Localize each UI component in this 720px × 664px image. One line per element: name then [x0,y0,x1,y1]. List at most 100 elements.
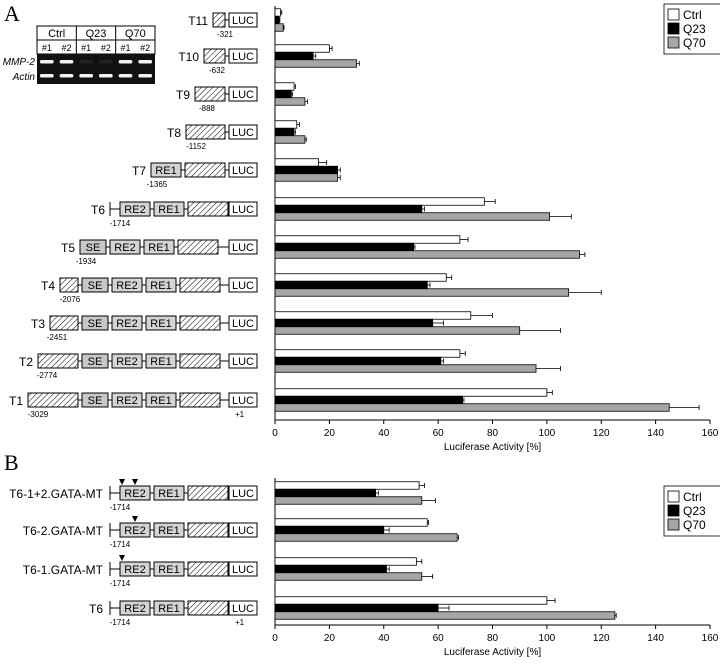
luc-element-label: LUC [232,280,254,292]
bar-q70 [274,173,338,182]
mutation-arrow [132,479,138,485]
x-tick-label: 20 [324,428,336,439]
construct-name: T4 [41,279,55,293]
re2-element-label: RE2 [124,525,145,537]
x-tick-label: 60 [433,428,445,439]
bar-q70 [274,59,357,68]
position-label: -1714 [110,503,131,512]
re1-element-label: RE1 [148,242,169,254]
construct-name: T5 [61,241,75,255]
position-label: -3029 [28,410,49,419]
hatched-region [212,12,226,28]
re1-element-label: RE1 [150,395,171,407]
legend-label: Q70 [683,36,706,50]
gel-band-mmp2 [99,60,113,64]
construct-name: T1 [9,394,23,408]
construct-name: T2 [19,355,33,369]
bar-ctrl [274,273,447,282]
hatched-region [177,239,219,255]
bar-q23 [274,165,338,175]
x-tick-label: 120 [593,428,610,439]
luc-element-label: LUC [232,395,254,407]
legend-label: Q23 [683,22,706,36]
legend-swatch-ctrl [667,490,680,503]
gel-band-actin [138,74,152,78]
panel-letter: B [4,450,19,475]
luc-element-label: LUC [232,318,254,330]
re1-element-label: RE1 [158,204,179,216]
legend-label: Q23 [683,504,706,518]
bar-ctrl [274,120,298,129]
bar-ctrl [274,349,461,358]
gel-image: Ctrl Q23 Q70 #1 #2 #1 #2 #1 #2 MMP-2 Actin [3,25,156,84]
bar-q70 [274,364,537,373]
bar-ctrl [274,44,330,53]
luc-element-label: LUC [232,127,254,139]
plus-one-label: +1 [235,618,245,627]
gel-background [37,54,155,84]
construct-name: T11 [188,14,208,28]
bar-q70 [274,250,580,259]
hatched-region [179,315,221,331]
hatched-region [187,485,229,501]
bar-ctrl [274,481,420,490]
se-element-label: SE [88,356,103,368]
legend-label: Ctrl [683,490,702,504]
luc-element-label: LUC [232,356,254,368]
hatched-region [185,124,226,140]
hatched-region [187,600,229,616]
bar-ctrl [274,8,281,17]
re1-element-label: RE1 [155,165,176,177]
bar-q70 [274,97,306,106]
x-tick-label: 160 [702,428,719,439]
gel-lane-label: #2 [61,43,71,53]
bar-q70 [274,288,570,297]
bar-q23 [274,51,314,61]
hatched-region [194,86,226,102]
hatched-region [37,353,79,369]
luc-element-label: LUC [232,89,254,101]
hatched-region [187,201,229,217]
luc-element-label: LUC [232,564,254,576]
x-axis-label: Luciferase Activity [%] [444,647,541,658]
construct-name: T8 [167,126,181,140]
x-tick-label: 140 [647,428,664,439]
bar-q70 [274,572,423,581]
position-label: -1365 [147,180,168,189]
hatched-region [187,522,229,538]
x-tick-label: 80 [487,428,499,439]
x-tick-label: 0 [272,633,278,644]
luc-element [228,124,258,140]
re1-element-label: RE1 [150,356,171,368]
luc-element [228,485,258,501]
hatched-region [27,392,79,408]
gel-group-label: Q23 [86,28,107,40]
re1-element-label: RE1 [158,603,179,615]
bar-ctrl [274,518,428,527]
panel-a: A 0 20 40 60 80 100 120 140 160 Luciferase Activit… [4,1,720,453]
mutation-arrow [119,555,125,561]
re2-element-label: RE2 [116,318,137,330]
bar-ctrl [274,557,417,566]
plus-one-label: +1 [235,410,245,419]
x-tick-label: 20 [324,633,336,644]
bar-q70 [274,326,521,335]
position-label: -1152 [186,142,206,151]
bar-ctrl [274,388,548,397]
position-label: -1714 [110,579,131,588]
gel-row-label: MMP-2 [3,57,36,68]
construct-name: T6-1+2.GATA-MT [9,487,104,501]
luc-element-label: LUC [232,488,254,500]
luc-element-label: LUC [232,165,254,177]
gel-band-mmp2 [118,60,133,64]
gel-band-mmp2 [79,60,93,64]
luc-element-label: LUC [232,51,254,63]
luc-element [228,86,258,102]
se-element-label: SE [88,318,103,330]
gel-band-actin [40,74,54,78]
panel-b: B 0 20 40 60 80 100 120 140 160 Luciferase Activit… [4,450,720,658]
bar-q23 [274,15,280,25]
se-element-label: SE [88,280,103,292]
gel-lane-label: #2 [140,43,150,53]
